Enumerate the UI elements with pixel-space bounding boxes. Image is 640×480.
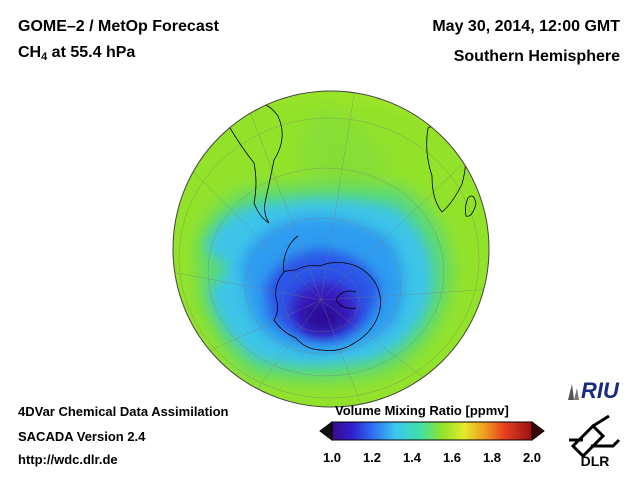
- ross-ice-shelf: [335, 290, 357, 309]
- globe-outline: [172, 90, 490, 408]
- antarctic-peninsula-coastline: [283, 235, 299, 273]
- australia-coastline: [473, 309, 489, 357]
- colorbar-tick-label: 1.6: [442, 450, 462, 465]
- colorbar-max-arrow: [531, 421, 545, 441]
- map-subtitle: CH4 at 55.4 hPa: [18, 44, 135, 63]
- credit-line-3: http://wdc.dlr.de: [18, 452, 118, 467]
- pressure-level: at 55.4 hPa: [47, 44, 136, 61]
- colorbar-tick-label: 1.8: [482, 450, 502, 465]
- credit-line-1: 4DVar Chemical Data Assimilation: [18, 404, 229, 419]
- antarctica-coastline: [273, 262, 381, 352]
- riu-logo: RIU: [568, 378, 620, 403]
- colorbar-tick-label: 1.0: [322, 450, 342, 465]
- colorbar-tick-label: 1.2: [362, 450, 382, 465]
- south-america-coastline: [229, 103, 283, 224]
- colorbar-tick-label: 2.0: [522, 450, 542, 465]
- madagascar-coastline: [464, 195, 477, 217]
- species-subscript: 4: [41, 51, 48, 63]
- forecast-date: May 30, 2014, 12:00 GMT: [432, 18, 620, 35]
- colorbar: [319, 421, 545, 441]
- dlr-logo-text: DLR: [581, 453, 610, 468]
- globe-map: [172, 90, 490, 408]
- hemisphere-label: Southern Hemisphere: [453, 48, 620, 65]
- map-title: GOME–2 / MetOp Forecast: [18, 18, 219, 35]
- colorbar-gradient: [331, 421, 533, 441]
- dlr-logo: DLR: [569, 414, 621, 468]
- colorbar-title: Volume Mixing Ratio [ppmv]: [335, 403, 509, 418]
- species-label: CH: [18, 44, 42, 61]
- concentration-field: [173, 91, 489, 407]
- riu-logo-text: RIU: [581, 378, 620, 403]
- credit-line-2: SACADA Version 2.4: [18, 429, 146, 444]
- colorbar-tick-label: 1.4: [402, 450, 422, 465]
- colorbar-min-arrow: [319, 421, 333, 441]
